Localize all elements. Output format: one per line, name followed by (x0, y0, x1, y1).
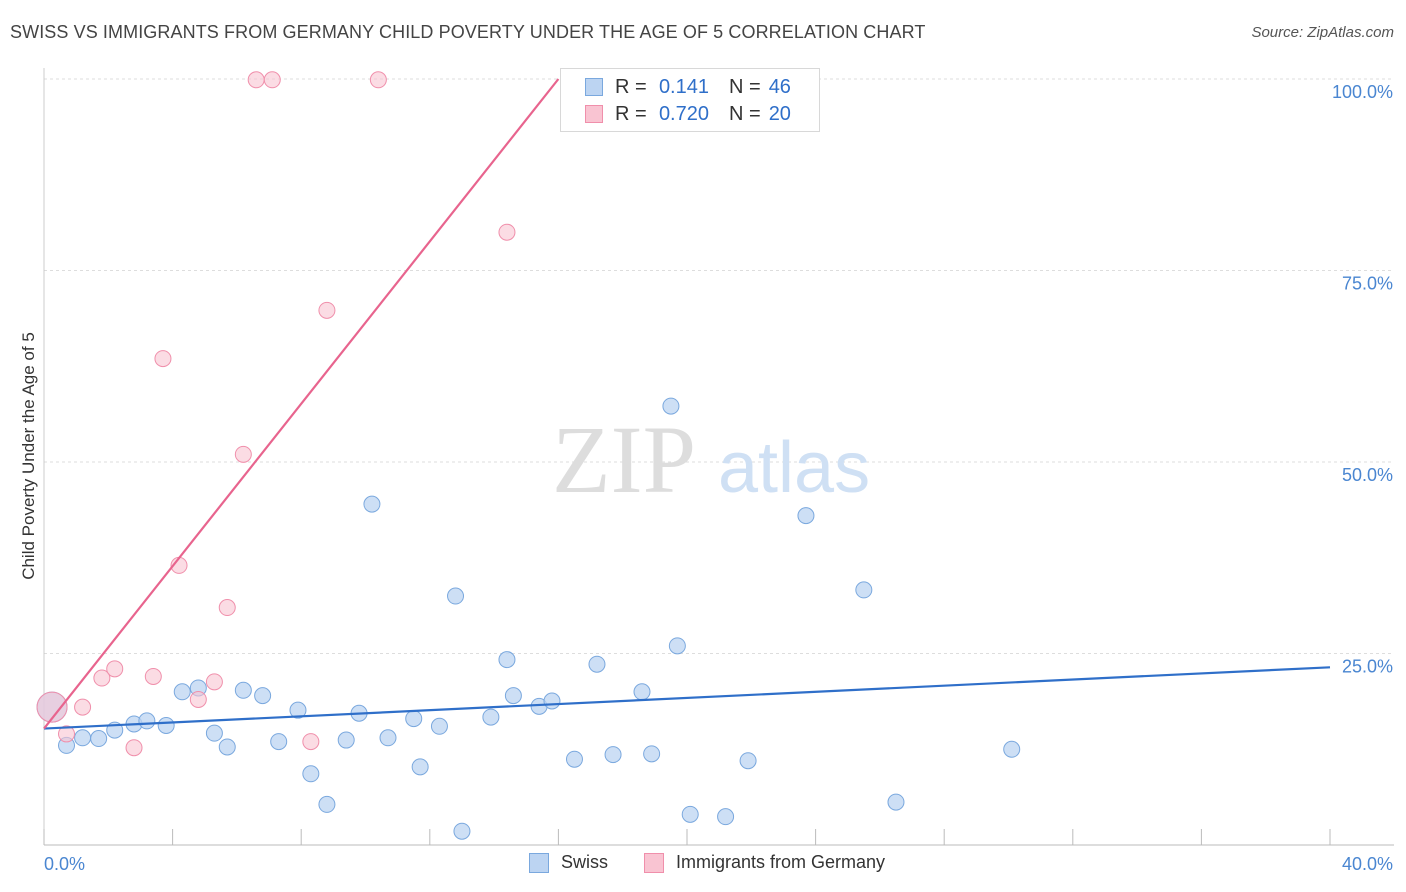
swiss-point (363, 495, 381, 513)
swiss-point (681, 805, 699, 823)
swiss-point (173, 683, 191, 701)
legend-r-value: 0.720 (658, 102, 709, 125)
legend-r-value: 0.141 (658, 75, 709, 98)
legend-swatch-swiss (585, 78, 603, 96)
points-layer (36, 71, 1021, 840)
swiss-point (157, 717, 175, 735)
swiss-point (302, 765, 320, 783)
legend-item-swiss: Swiss (529, 852, 608, 873)
series-legend: Swiss Immigrants from Germany (0, 852, 1406, 876)
swiss-point (270, 733, 288, 751)
legend-r-label: R = (615, 75, 647, 98)
legend-swatch-germany (585, 105, 603, 123)
legend-n-value: 20 (768, 102, 791, 125)
legend-label-swiss: Swiss (561, 852, 609, 872)
swiss-point (739, 752, 757, 770)
swiss-point (430, 717, 448, 735)
swiss-point (138, 712, 156, 730)
swiss-point (289, 701, 307, 719)
germany-point (125, 739, 143, 757)
swiss-point (74, 729, 92, 747)
legend-n-label: N = (729, 102, 761, 125)
germany-point (154, 350, 172, 368)
swiss-point (504, 687, 522, 705)
germany-point (263, 71, 281, 89)
swiss-point (379, 729, 397, 747)
swiss-point (543, 692, 561, 710)
x-tick-label: 0.0% (44, 854, 85, 874)
swiss-point (668, 637, 686, 655)
swiss-point (405, 710, 423, 728)
swiss-point (411, 758, 429, 776)
germany-point (189, 690, 207, 708)
y-tick-label: 75.0% (1342, 274, 1393, 294)
swiss-point (234, 681, 252, 699)
germany-point (369, 71, 387, 89)
germany-point (218, 599, 236, 617)
legend-row-swiss: R = 0.141 N = 46 (585, 75, 791, 99)
germany-point (58, 725, 76, 743)
swiss-point (643, 745, 661, 763)
legend-r-label: R = (615, 102, 647, 125)
germany-point (36, 691, 68, 723)
germany-point (144, 667, 162, 685)
legend-n-value: 46 (768, 75, 791, 98)
legend-row-germany: R = 0.720 N = 20 (585, 102, 791, 126)
swiss-point (205, 724, 223, 742)
legend-n-label: N = (729, 75, 761, 98)
swiss-point (604, 746, 622, 764)
watermark: ZIP atlas (552, 406, 870, 513)
germany-trend-line (43, 78, 560, 730)
y-tick-label: 100.0% (1332, 82, 1393, 102)
germany-point (234, 445, 252, 463)
swiss-point (887, 793, 905, 811)
swiss-point (447, 587, 465, 605)
swiss-point (855, 581, 873, 599)
watermark-atlas: atlas (718, 428, 870, 508)
germany-point (318, 301, 336, 319)
swiss-point (588, 655, 606, 673)
germany-point (205, 673, 223, 691)
swiss-point (797, 507, 815, 525)
germany-point (247, 71, 265, 89)
germany-point (93, 669, 111, 687)
swiss-point (453, 822, 471, 840)
swiss-point (90, 730, 108, 748)
legend-label-germany: Immigrants from Germany (676, 852, 886, 872)
germany-point (74, 698, 92, 716)
chart-source: Source: ZipAtlas.com (1251, 24, 1394, 41)
swiss-point (1003, 740, 1021, 758)
swiss-trend-line (43, 666, 1331, 730)
y-axis-label: Child Poverty Under the Age of 5 (19, 332, 38, 580)
x-tick-label: 40.0% (1342, 854, 1393, 874)
germany-point (302, 733, 320, 751)
swiss-point (498, 651, 516, 669)
y-tick-label: 25.0% (1342, 657, 1393, 677)
legend-swatch-germany (644, 852, 664, 873)
swiss-point (633, 683, 651, 701)
legend-swatch-swiss (529, 852, 549, 873)
swiss-point (218, 738, 236, 756)
y-tick-label: 50.0% (1342, 465, 1393, 485)
chart-title: SWISS VS IMMIGRANTS FROM GERMANY CHILD P… (10, 22, 926, 42)
legend-item-germany: Immigrants from Germany (644, 852, 885, 873)
swiss-point (254, 687, 272, 705)
stats-legend: R = 0.141 N = 46 R = 0.720 N = 20 (560, 68, 820, 132)
swiss-point (318, 795, 336, 813)
swiss-point (482, 708, 500, 726)
swiss-point (662, 397, 680, 415)
germany-point (498, 223, 516, 241)
swiss-point (717, 808, 735, 826)
grid-layer (44, 78, 1394, 654)
watermark-zip: ZIP (552, 406, 696, 513)
trend-layer (43, 78, 1331, 730)
labels-layer: 25.0% 50.0% 75.0% 100.0% 0.0% 40.0% (44, 82, 1393, 874)
swiss-point (565, 750, 583, 768)
germany-point (106, 660, 124, 678)
swiss-point (337, 731, 355, 749)
